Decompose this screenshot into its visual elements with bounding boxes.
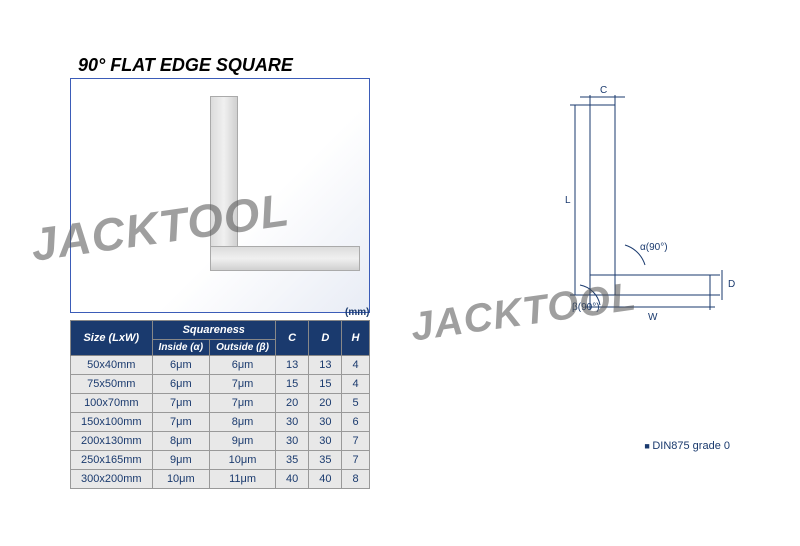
cell-size: 50x40mm: [71, 356, 153, 375]
col-size: Size (LxW): [71, 321, 153, 356]
cell-inside: 8μm: [152, 432, 210, 451]
cell-size: 250x165mm: [71, 451, 153, 470]
cell-d: 35: [309, 451, 342, 470]
cell-h: 5: [342, 394, 369, 413]
col-h: H: [342, 321, 369, 356]
cell-outside: 7μm: [210, 394, 276, 413]
col-squareness: Squareness: [152, 321, 275, 340]
cell-c: 30: [275, 413, 308, 432]
cell-d: 15: [309, 375, 342, 394]
table-row: 50x40mm6μm6μm13134: [71, 356, 370, 375]
product-image-frame: [70, 78, 370, 313]
svg-text:L: L: [565, 195, 571, 206]
cell-outside: 8μm: [210, 413, 276, 432]
cell-c: 13: [275, 356, 308, 375]
cell-d: 40: [309, 470, 342, 489]
table-row: 150x100mm7μm8μm30306: [71, 413, 370, 432]
cell-outside: 9μm: [210, 432, 276, 451]
cell-h: 7: [342, 451, 369, 470]
table-row: 100x70mm7μm7μm20205: [71, 394, 370, 413]
col-inside: Inside (α): [152, 340, 210, 356]
table-row: 300x200mm10μm11μm40408: [71, 470, 370, 489]
col-c: C: [275, 321, 308, 356]
standard-note: DIN875 grade 0: [644, 440, 730, 452]
table-row: 250x165mm9μm10μm35357: [71, 451, 370, 470]
cell-h: 6: [342, 413, 369, 432]
cell-size: 75x50mm: [71, 375, 153, 394]
cell-inside: 7μm: [152, 394, 210, 413]
cell-h: 7: [342, 432, 369, 451]
cell-outside: 6μm: [210, 356, 276, 375]
col-d: D: [309, 321, 342, 356]
cell-c: 35: [275, 451, 308, 470]
cell-inside: 7μm: [152, 413, 210, 432]
table-row: 75x50mm6μm7μm15154: [71, 375, 370, 394]
cell-h: 4: [342, 375, 369, 394]
cell-d: 30: [309, 413, 342, 432]
cell-inside: 6μm: [152, 375, 210, 394]
dimension-diagram: C L W D α(90°) β(90°): [530, 85, 740, 365]
cell-inside: 10μm: [152, 470, 210, 489]
cell-outside: 11μm: [210, 470, 276, 489]
svg-text:D: D: [728, 279, 735, 290]
cell-inside: 9μm: [152, 451, 210, 470]
cell-size: 150x100mm: [71, 413, 153, 432]
cell-d: 30: [309, 432, 342, 451]
table-row: 200x130mm8μm9μm30307: [71, 432, 370, 451]
cell-h: 4: [342, 356, 369, 375]
unit-label: (mm): [345, 307, 369, 318]
cell-size: 300x200mm: [71, 470, 153, 489]
svg-text:α(90°): α(90°): [640, 242, 668, 253]
cell-size: 200x130mm: [71, 432, 153, 451]
cell-inside: 6μm: [152, 356, 210, 375]
cell-c: 30: [275, 432, 308, 451]
spec-table: Size (LxW) Squareness C D H Inside (α) O…: [70, 320, 370, 489]
svg-text:W: W: [648, 312, 658, 323]
cell-outside: 7μm: [210, 375, 276, 394]
cell-size: 100x70mm: [71, 394, 153, 413]
cell-c: 15: [275, 375, 308, 394]
svg-text:β(90°): β(90°): [572, 302, 600, 313]
page-title: 90° FLAT EDGE SQUARE: [78, 55, 293, 76]
cell-h: 8: [342, 470, 369, 489]
cell-d: 20: [309, 394, 342, 413]
cell-c: 20: [275, 394, 308, 413]
col-outside: Outside (β): [210, 340, 276, 356]
cell-outside: 10μm: [210, 451, 276, 470]
cell-d: 13: [309, 356, 342, 375]
svg-text:C: C: [600, 85, 607, 96]
cell-c: 40: [275, 470, 308, 489]
